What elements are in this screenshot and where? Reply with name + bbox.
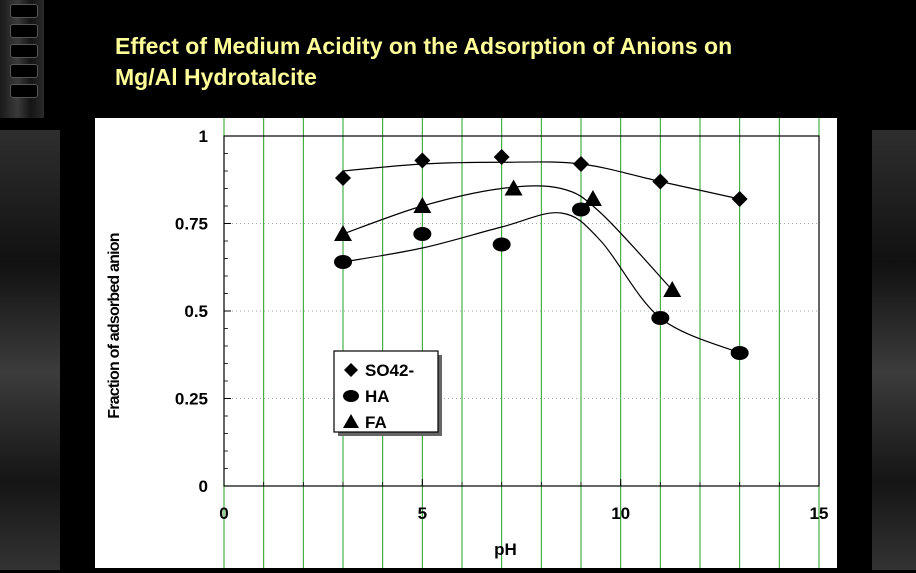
x-tick-label: 0 [219, 504, 228, 523]
film-hole [10, 44, 38, 58]
data-point [334, 225, 352, 241]
chart-panel: 0 0.25 0.5 0.75 1 0 5 10 15 pH Fraction of adsorbe… [95, 118, 837, 568]
data-point [583, 190, 602, 206]
film-hole [10, 64, 38, 78]
data-point [731, 191, 748, 207]
data-point [334, 255, 352, 269]
legend-label: FA [365, 413, 387, 432]
left-side-decoration [0, 130, 60, 570]
slide-title: Effect of Medium Acidity on the Adsorpti… [115, 31, 895, 93]
legend-label: SO42- [365, 361, 414, 380]
y-tick-label: 0.5 [184, 302, 208, 321]
x-tick-label: 15 [810, 504, 829, 523]
x-axis-label: pH [494, 540, 517, 559]
data-point [414, 152, 431, 169]
film-hole [10, 84, 38, 98]
data-point [651, 311, 670, 325]
film-strip-decoration-top [0, 0, 44, 118]
film-hole [10, 4, 38, 18]
data-point [730, 346, 749, 360]
data-point [493, 149, 510, 165]
data-point [573, 156, 589, 172]
y-tick-label: 1 [199, 127, 208, 146]
x-tick-label: 10 [611, 504, 630, 523]
data-point [504, 179, 523, 196]
plot-frame [223, 135, 820, 487]
data-point [413, 227, 432, 241]
fit-curve-so42 [342, 161, 740, 200]
right-side-decoration [872, 130, 916, 570]
x-tick-label: 5 [418, 504, 427, 523]
data-point [652, 173, 669, 190]
legend-marker [344, 363, 358, 377]
slide-title-line-2: Mg/Al Hydrotalcite [115, 64, 317, 90]
y-tick-label: 0.75 [175, 215, 208, 234]
y-axis-label: Fraction of adsorbed anion [106, 233, 123, 418]
legend-marker [343, 414, 359, 428]
y-tick-label: 0 [199, 477, 208, 496]
fit-curve-fa [342, 185, 673, 291]
slide-title-line-1: Effect of Medium Acidity on the Adsorpti… [115, 33, 733, 59]
film-hole [10, 24, 38, 38]
data-point [335, 170, 351, 186]
legend-label: HA [365, 387, 390, 406]
data-point [492, 237, 511, 252]
data-point [413, 197, 432, 213]
y-tick-label: 0.25 [175, 390, 208, 409]
data-point [663, 281, 682, 297]
legend-marker [343, 390, 359, 402]
